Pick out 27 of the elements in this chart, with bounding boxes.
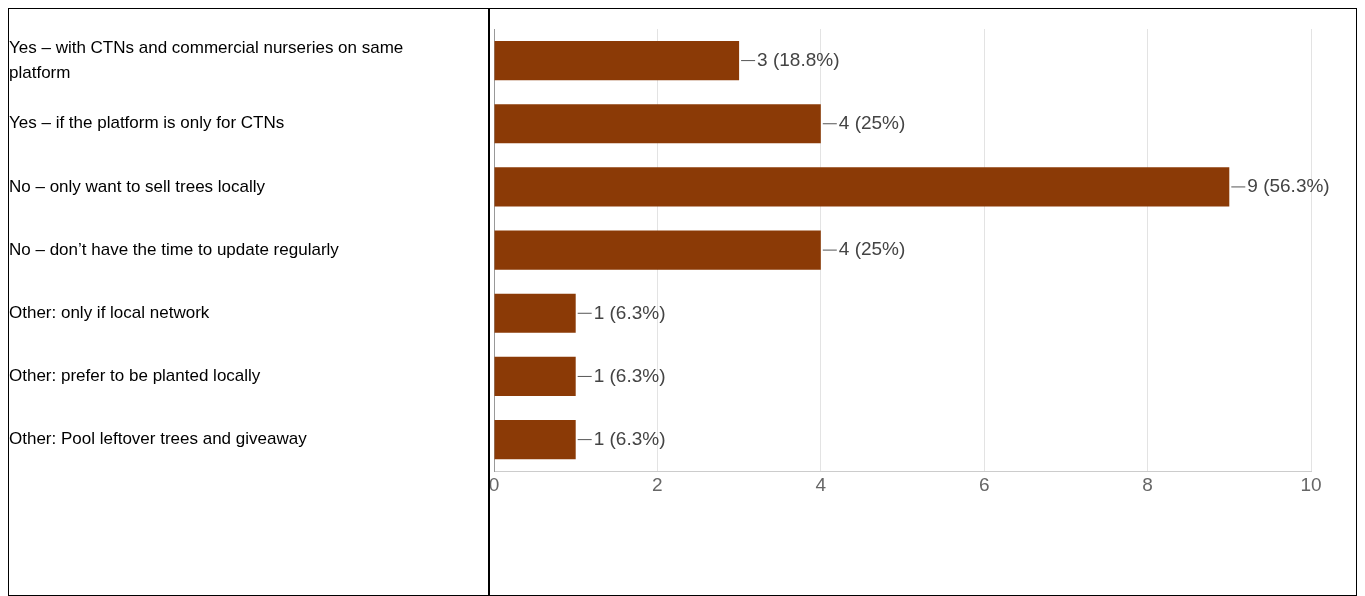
y-tick-label: Yes – if the platform is only for CTNs bbox=[9, 113, 285, 133]
bar bbox=[494, 104, 821, 144]
y-tick-label: No – only want to sell trees locally bbox=[9, 176, 266, 196]
data-label: 9 (56.3%) bbox=[1247, 175, 1330, 197]
bar bbox=[494, 41, 740, 81]
x-tick-label: 2 bbox=[652, 473, 663, 495]
x-tick-label: 10 bbox=[1300, 473, 1322, 495]
x-tick-label: 4 bbox=[815, 473, 827, 495]
data-label: 4 (25%) bbox=[838, 111, 906, 133]
bar bbox=[494, 356, 576, 397]
bar bbox=[494, 420, 576, 460]
x-tick-label: 0 bbox=[488, 473, 500, 495]
y-tick-label: Other: Pool leftover trees and giveaway bbox=[9, 429, 308, 449]
data-label: 3 (18.8%) bbox=[757, 48, 840, 70]
data-label: 1 (6.3%) bbox=[593, 301, 666, 323]
bar bbox=[494, 293, 576, 333]
data-label: 1 (6.3%) bbox=[593, 364, 666, 386]
y-tick-label: Other: only if local network bbox=[9, 302, 210, 322]
x-tick-label: 8 bbox=[1142, 473, 1153, 495]
data-label: 1 (6.3%) bbox=[593, 427, 666, 449]
y-tick-label: Yes – with CTNs and commercial nurseries on same platform bbox=[9, 37, 404, 83]
y-tick-label: Other: prefer to be planted locally bbox=[9, 366, 261, 386]
bar bbox=[494, 167, 1230, 207]
y-tick-label: No – don’t have the time to update regularly bbox=[9, 239, 340, 259]
x-tick-label: 6 bbox=[978, 473, 990, 495]
data-label: 4 (25%) bbox=[838, 238, 906, 260]
bar bbox=[494, 230, 821, 270]
